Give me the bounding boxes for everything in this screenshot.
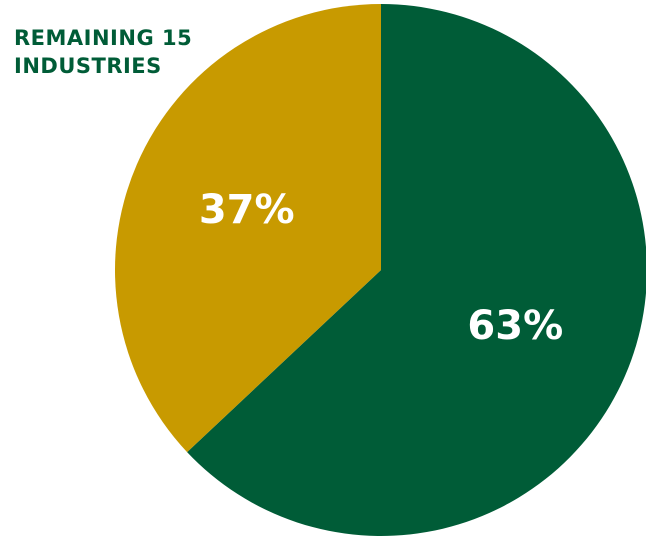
pie-slice-1 bbox=[187, 4, 646, 536]
slices-layer bbox=[114, 4, 646, 536]
annotation-line-2: INDUSTRIES bbox=[14, 54, 162, 78]
pie-slice-label-2: 37% bbox=[199, 187, 295, 233]
remaining-industries-annotation: REMAINING 15 INDUSTRIES bbox=[14, 24, 192, 80]
annotation-line-1: REMAINING 15 bbox=[14, 26, 193, 50]
pie-slice-label-1: 63% bbox=[467, 303, 563, 349]
pie-slice-2 bbox=[114, 4, 382, 453]
slice-labels-layer: 63% 37% bbox=[199, 187, 563, 349]
